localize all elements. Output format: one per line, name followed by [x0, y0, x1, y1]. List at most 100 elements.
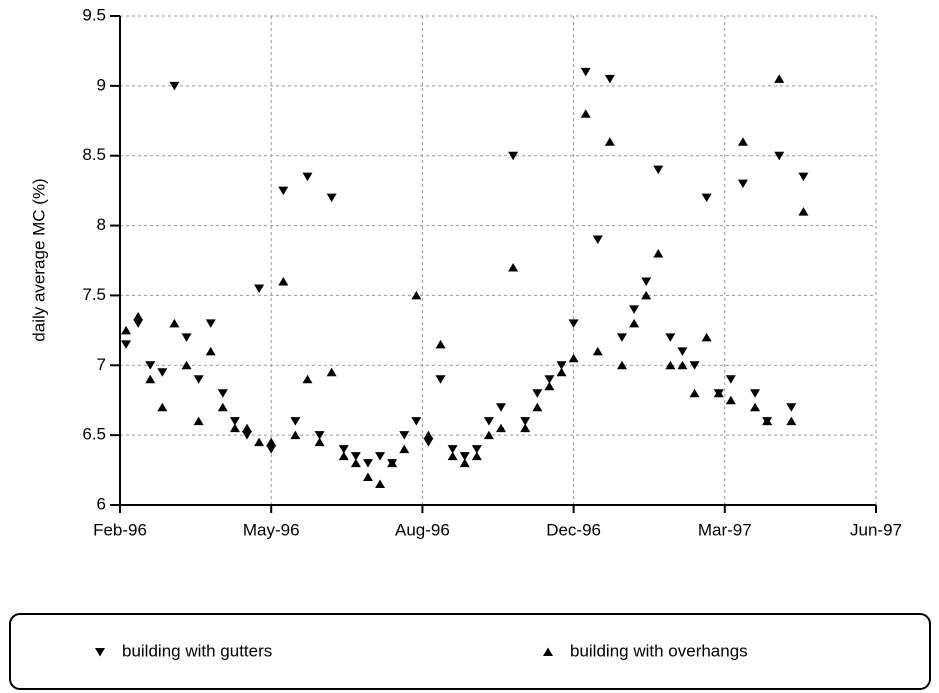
data-point: [399, 444, 410, 454]
data-point: [750, 389, 761, 398]
x-tick-label: Dec-96: [546, 520, 601, 539]
data-point: [278, 186, 289, 196]
data-point: [145, 361, 156, 370]
data-point: [350, 452, 361, 461]
y-tick-label: 7: [97, 355, 106, 374]
data-point: [193, 375, 204, 384]
data-point: [169, 81, 180, 91]
data-point: [157, 402, 168, 412]
data-point: [459, 452, 470, 461]
data-point: [242, 423, 253, 433]
data-point: [725, 375, 736, 384]
y-axis-label: daily average MC (%): [29, 178, 48, 341]
data-point: [677, 347, 688, 356]
data-point: [471, 451, 482, 461]
data-point: [641, 277, 652, 286]
data-point: [580, 67, 591, 77]
data-point: [157, 368, 168, 377]
data-point: [350, 458, 361, 468]
data-point: [629, 305, 640, 314]
legend-label: building with gutters: [122, 641, 272, 660]
data-point: [205, 319, 216, 328]
data-point: [701, 193, 712, 203]
data-point: [713, 388, 724, 398]
data-point: [314, 437, 325, 447]
data-point: [447, 445, 458, 454]
data-point: [290, 417, 301, 426]
data-point: [338, 451, 349, 461]
data-point: [375, 479, 386, 489]
data-point: [326, 193, 337, 203]
data-point: [737, 179, 748, 189]
legend-marker: [543, 647, 553, 656]
x-tick-label: May-96: [243, 520, 300, 539]
data-point: [254, 284, 265, 293]
data-point: [145, 374, 156, 384]
data-point: [205, 346, 216, 356]
data-point: [326, 367, 337, 377]
legend-label: building with overhangs: [570, 641, 748, 660]
data-point: [689, 361, 700, 370]
data-point: [629, 318, 640, 328]
data-point: [665, 333, 676, 342]
data-point: [592, 235, 603, 245]
data-point: [278, 276, 289, 286]
legend-box: [9, 613, 931, 690]
data-point: [423, 430, 434, 440]
data-point: [266, 437, 277, 447]
data-point: [677, 360, 688, 370]
data-point: [665, 360, 676, 370]
data-point: [737, 137, 748, 146]
data-point: [193, 416, 204, 426]
data-point: [133, 311, 144, 321]
data-point: [423, 438, 434, 447]
data-point: [774, 151, 785, 161]
data-point: [532, 402, 543, 412]
x-tick-label: Mar-97: [698, 520, 752, 539]
data-point: [483, 430, 494, 440]
data-point: [798, 207, 809, 216]
data-point: [133, 319, 144, 328]
data-point: [774, 74, 785, 83]
data-point: [435, 339, 446, 349]
x-tick-label: Aug-96: [395, 520, 450, 539]
data-point: [229, 417, 240, 426]
data-point: [181, 360, 192, 370]
data-point: [121, 325, 132, 335]
data-point: [544, 381, 555, 391]
data-point: [254, 437, 265, 447]
data-point: [701, 332, 712, 342]
data-point: [447, 451, 458, 461]
data-point: [568, 353, 579, 363]
data-point: [362, 472, 373, 482]
data-point: [290, 430, 301, 440]
data-point: [411, 290, 422, 300]
data-point: [217, 402, 228, 412]
data-point: [496, 423, 507, 433]
data-point: [508, 262, 519, 272]
data-point: [471, 445, 482, 454]
data-point: [314, 431, 325, 440]
data-point: [266, 445, 277, 454]
data-point: [653, 249, 664, 258]
y-tick-label: 9: [97, 75, 106, 94]
legend-marker: [95, 648, 105, 657]
data-point: [121, 340, 132, 349]
data-point: [580, 109, 591, 118]
data-point: [520, 417, 531, 426]
data-point: [242, 431, 253, 440]
x-tick-label: Jun-97: [850, 520, 902, 539]
y-tick-label: 8.5: [82, 145, 106, 164]
data-point: [459, 458, 470, 468]
data-point: [762, 416, 773, 426]
data-point: [616, 360, 627, 370]
data-point: [181, 333, 192, 342]
data-point: [375, 452, 386, 461]
data-point: [387, 458, 398, 468]
y-tick-label: 6: [97, 494, 106, 513]
data-point: [798, 172, 809, 182]
data-point: [689, 388, 700, 398]
data-point: [411, 417, 422, 426]
data-point: [616, 333, 627, 342]
